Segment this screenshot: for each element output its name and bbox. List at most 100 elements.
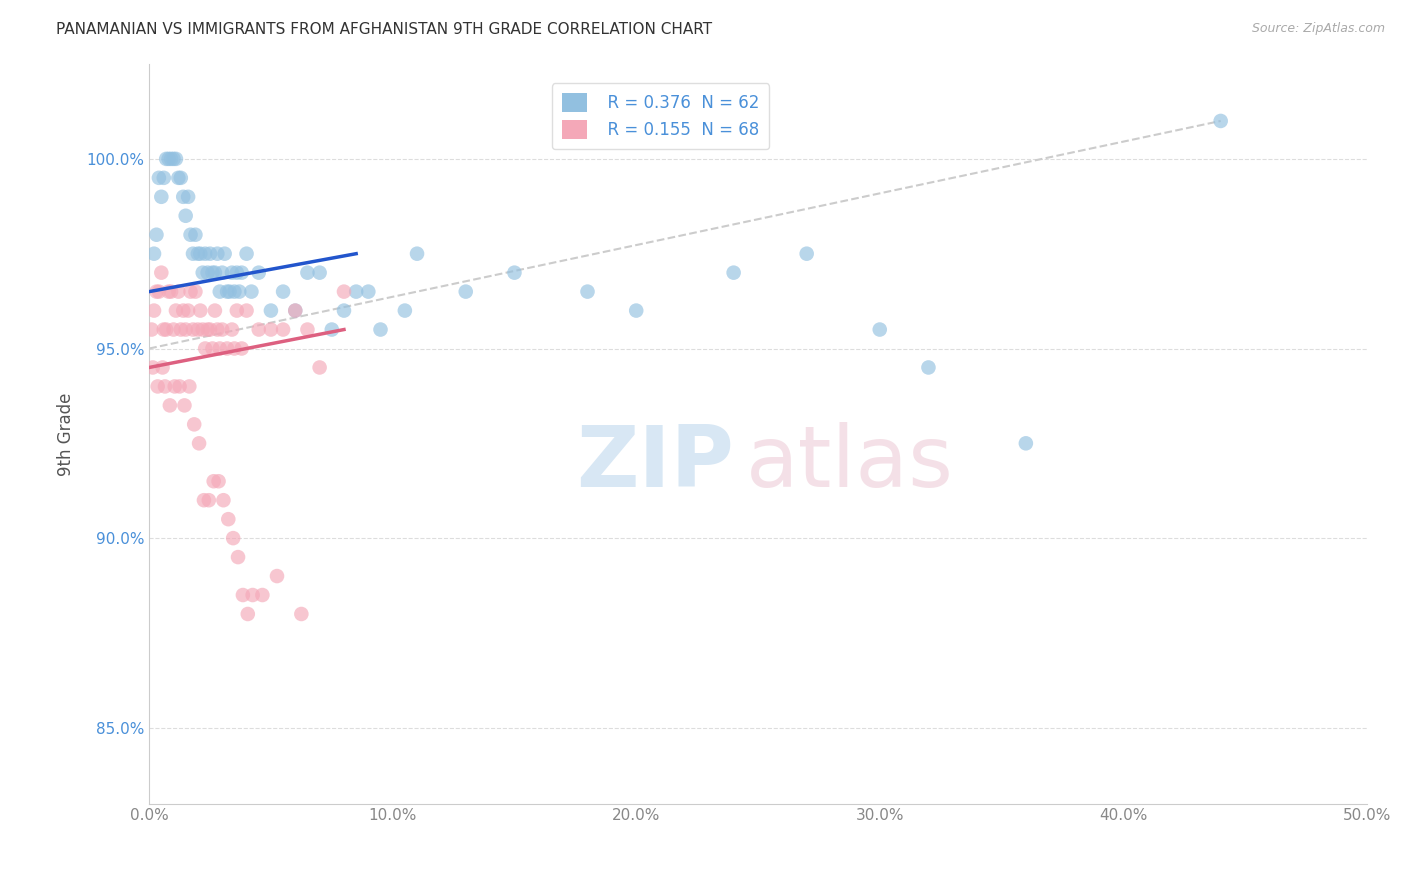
Point <box>162 152 184 166</box>
Point <box>155 152 177 166</box>
Point <box>152 322 174 336</box>
Point <box>153 379 176 393</box>
Point <box>284 303 307 318</box>
Point <box>1015 436 1038 450</box>
Point <box>204 266 226 280</box>
Point <box>212 493 235 508</box>
Point <box>321 322 343 336</box>
Point <box>188 303 211 318</box>
Point <box>169 379 191 393</box>
Point <box>181 246 204 260</box>
Point <box>290 607 312 621</box>
Point <box>211 322 233 336</box>
Point <box>214 246 236 260</box>
Point <box>266 569 288 583</box>
Point <box>207 246 229 260</box>
Point <box>194 342 217 356</box>
Point <box>179 379 201 393</box>
Point <box>252 588 274 602</box>
Text: ZIP: ZIP <box>576 422 734 505</box>
Y-axis label: 9th Grade: 9th Grade <box>58 392 75 475</box>
Point <box>222 531 245 545</box>
Point <box>217 512 239 526</box>
Point <box>207 322 229 336</box>
Point <box>231 266 253 280</box>
Point <box>162 322 184 336</box>
Point <box>297 322 319 336</box>
Point <box>198 493 221 508</box>
Point <box>148 170 170 185</box>
Point <box>235 303 257 318</box>
Point <box>228 285 250 299</box>
Point <box>142 360 165 375</box>
Point <box>224 285 246 299</box>
Point <box>201 266 224 280</box>
Point <box>148 285 170 299</box>
Point <box>247 266 270 280</box>
Point <box>723 266 745 280</box>
Point <box>165 152 187 166</box>
Point <box>184 227 207 242</box>
Point <box>157 152 180 166</box>
Point <box>191 322 214 336</box>
Point <box>181 322 204 336</box>
Point <box>184 285 207 299</box>
Point <box>208 285 231 299</box>
Point <box>370 322 392 336</box>
Text: atlas: atlas <box>745 422 953 505</box>
Point <box>217 285 239 299</box>
Point <box>221 322 243 336</box>
Point <box>157 285 180 299</box>
Point <box>226 550 249 565</box>
Point <box>165 303 187 318</box>
Point <box>143 303 166 318</box>
Point <box>177 190 200 204</box>
Point <box>167 285 190 299</box>
Point <box>160 285 183 299</box>
Point <box>160 152 183 166</box>
Point <box>333 303 356 318</box>
Point <box>183 417 205 432</box>
Point <box>204 303 226 318</box>
Point <box>198 246 221 260</box>
Point <box>308 360 330 375</box>
Text: Source: ZipAtlas.com: Source: ZipAtlas.com <box>1251 22 1385 36</box>
Point <box>141 322 163 336</box>
Point <box>145 227 167 242</box>
Point <box>188 436 211 450</box>
Point <box>217 342 239 356</box>
Point <box>626 303 648 318</box>
Point <box>159 398 181 412</box>
Point <box>174 209 197 223</box>
Point <box>260 322 283 336</box>
Point <box>297 266 319 280</box>
Point <box>163 379 186 393</box>
Point <box>177 303 200 318</box>
Point <box>198 322 221 336</box>
Point <box>394 303 416 318</box>
Legend:   R = 0.376  N = 62,   R = 0.155  N = 68: R = 0.376 N = 62, R = 0.155 N = 68 <box>553 84 769 149</box>
Point <box>344 285 367 299</box>
Point <box>236 607 259 621</box>
Point <box>218 285 240 299</box>
Point <box>917 360 939 375</box>
Point <box>869 322 891 336</box>
Point <box>187 322 209 336</box>
Point <box>197 322 219 336</box>
Point <box>1209 114 1232 128</box>
Point <box>271 322 294 336</box>
Point <box>406 246 429 260</box>
Point <box>308 266 330 280</box>
Point <box>271 285 294 299</box>
Point <box>145 285 167 299</box>
Point <box>207 475 229 489</box>
Point <box>187 246 209 260</box>
Point <box>247 322 270 336</box>
Point <box>150 190 173 204</box>
Point <box>150 266 173 280</box>
Point <box>152 360 174 375</box>
Point <box>172 190 194 204</box>
Point <box>357 285 380 299</box>
Point <box>240 285 263 299</box>
Point <box>170 322 193 336</box>
